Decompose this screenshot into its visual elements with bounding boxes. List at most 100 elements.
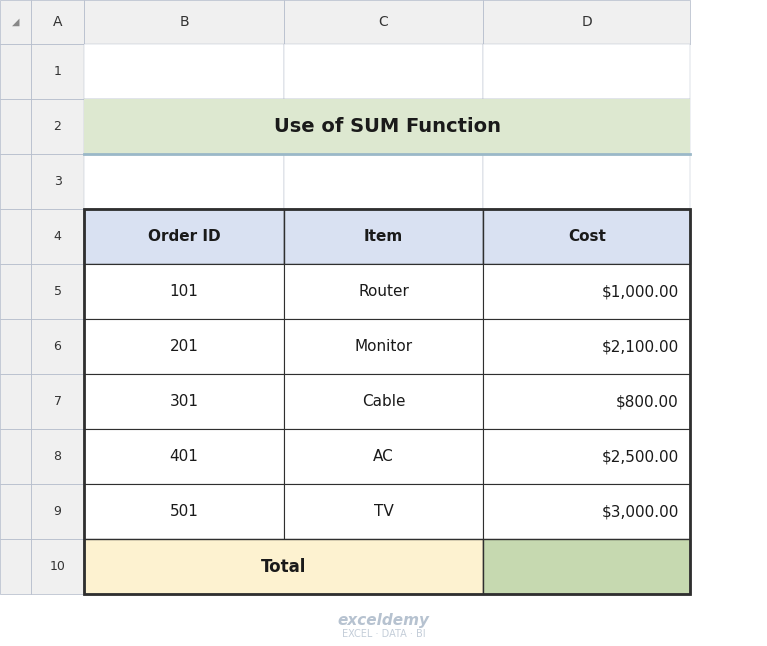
Bar (483, 484, 690, 539)
Bar (0, 0, 31, 44)
Text: Cable: Cable (362, 394, 405, 409)
Bar (284, 429, 483, 484)
Text: Item: Item (364, 229, 403, 244)
Text: Monitor: Monitor (354, 339, 413, 354)
Bar (284, 429, 483, 484)
Bar (31, 484, 84, 539)
Bar (31, 154, 84, 209)
Bar (483, 264, 690, 319)
Text: Total: Total (261, 557, 307, 576)
Bar (84, 209, 284, 264)
Bar (31, 0, 84, 44)
Text: ◢: ◢ (12, 17, 19, 27)
Bar (84, 484, 284, 539)
Text: B: B (179, 15, 189, 29)
Text: $2,500.00: $2,500.00 (601, 449, 679, 464)
Bar (483, 429, 690, 484)
Bar (31, 539, 84, 594)
Text: A: A (53, 15, 62, 29)
Bar (284, 484, 483, 539)
Text: 7: 7 (54, 395, 61, 408)
Bar (84, 429, 284, 484)
Bar (483, 209, 690, 264)
Text: 301: 301 (170, 394, 199, 409)
Text: EXCEL · DATA · BI: EXCEL · DATA · BI (341, 629, 426, 640)
Text: 101: 101 (170, 284, 199, 299)
Bar (483, 99, 690, 154)
Bar (84, 0, 284, 44)
Text: TV: TV (374, 505, 393, 519)
Bar (0, 209, 31, 264)
Bar (284, 264, 483, 319)
Text: 10: 10 (50, 560, 65, 573)
Bar (84, 209, 284, 264)
Bar (0, 484, 31, 539)
Bar (31, 429, 84, 484)
Bar (84, 44, 284, 99)
Bar (31, 374, 84, 429)
Bar (284, 209, 483, 264)
Bar (284, 539, 483, 594)
Text: 4: 4 (54, 230, 61, 243)
Bar (0, 44, 31, 99)
Bar (284, 264, 483, 319)
Text: 2: 2 (54, 120, 61, 133)
Bar (84, 319, 284, 374)
Bar (284, 319, 483, 374)
Bar (483, 154, 690, 209)
Bar (284, 0, 483, 44)
Bar (483, 484, 690, 539)
Bar (284, 154, 483, 209)
Text: Use of SUM Function: Use of SUM Function (274, 117, 501, 136)
Bar (284, 319, 483, 374)
Bar (284, 44, 483, 99)
Bar (84, 429, 284, 484)
Bar (0, 264, 31, 319)
Text: Router: Router (358, 284, 409, 299)
Text: Order ID: Order ID (148, 229, 220, 244)
Bar (0, 429, 31, 484)
Bar (483, 0, 690, 44)
Bar (0, 539, 31, 594)
Text: 3: 3 (54, 175, 61, 188)
Bar (84, 99, 284, 154)
Text: 201: 201 (170, 339, 199, 354)
Text: 1: 1 (54, 65, 61, 78)
Bar (483, 319, 690, 374)
Bar (84, 154, 284, 209)
Bar (31, 44, 84, 99)
Bar (31, 99, 84, 154)
Bar (483, 374, 690, 429)
Bar (84, 264, 284, 319)
Text: C: C (379, 15, 388, 29)
Text: $1,000.00: $1,000.00 (601, 284, 679, 299)
Text: 501: 501 (170, 505, 199, 519)
Bar (284, 99, 483, 154)
Bar (31, 264, 84, 319)
Bar (84, 99, 690, 154)
Bar (0, 154, 31, 209)
Text: 9: 9 (54, 505, 61, 518)
Text: 6: 6 (54, 340, 61, 353)
Bar (483, 319, 690, 374)
Bar (84, 264, 284, 319)
Text: 8: 8 (54, 450, 61, 463)
Text: Cost: Cost (568, 229, 606, 244)
Bar (84, 374, 284, 429)
Bar (84, 539, 284, 594)
Bar (0, 374, 31, 429)
Bar (84, 374, 284, 429)
Text: 401: 401 (170, 449, 199, 464)
Bar (284, 209, 483, 264)
Text: $2,100.00: $2,100.00 (601, 339, 679, 354)
Bar (483, 429, 690, 484)
Text: AC: AC (373, 449, 394, 464)
Text: D: D (581, 15, 592, 29)
Bar (284, 374, 483, 429)
Bar (0, 319, 31, 374)
Bar (84, 209, 690, 594)
Text: $3,000.00: $3,000.00 (601, 505, 679, 519)
Bar (31, 209, 84, 264)
Bar (483, 539, 690, 594)
Bar (284, 374, 483, 429)
